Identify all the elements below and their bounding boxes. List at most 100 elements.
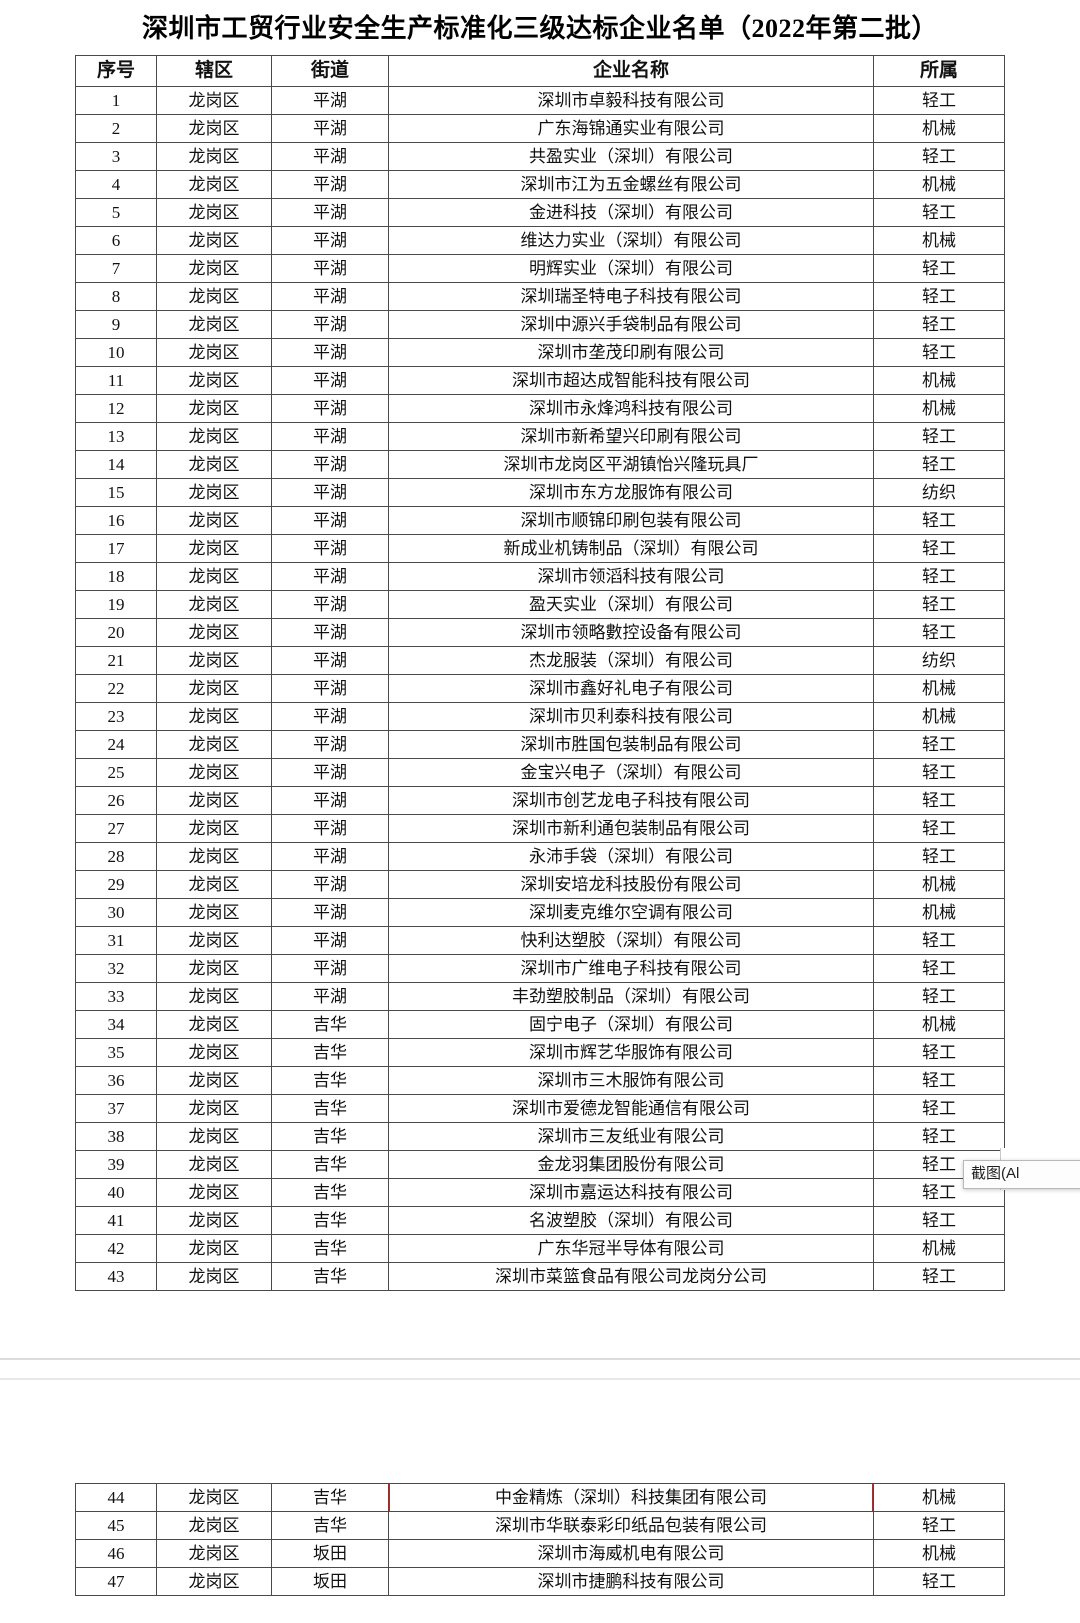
table-row: 16龙岗区平湖深圳市顺锦印刷包装有限公司轻工 xyxy=(76,507,1005,535)
cell-index: 6 xyxy=(76,227,157,255)
cell-district: 龙岗区 xyxy=(157,451,272,479)
cell-street: 平湖 xyxy=(272,283,389,311)
cell-index: 22 xyxy=(76,675,157,703)
cell-category: 机械 xyxy=(874,899,1005,927)
cell-street: 平湖 xyxy=(272,87,389,115)
cell-index: 27 xyxy=(76,815,157,843)
cell-enterprise-name: 广东华冠半导体有限公司 xyxy=(389,1235,874,1263)
cell-enterprise-name: 深圳市江为五金螺丝有限公司 xyxy=(389,171,874,199)
bottom-clip-edge xyxy=(0,1617,1080,1623)
cell-enterprise-name: 深圳市辉艺华服饰有限公司 xyxy=(389,1039,874,1067)
cell-street: 平湖 xyxy=(272,983,389,1011)
cell-enterprise-name: 固宁电子（深圳）有限公司 xyxy=(389,1011,874,1039)
table-row: 47龙岗区坂田深圳市捷鹏科技有限公司轻工 xyxy=(76,1568,1005,1596)
cell-category: 轻工 xyxy=(874,1067,1005,1095)
cell-category: 机械 xyxy=(874,1235,1005,1263)
cell-district: 龙岗区 xyxy=(157,1151,272,1179)
cell-district: 龙岗区 xyxy=(157,339,272,367)
cell-index: 38 xyxy=(76,1123,157,1151)
cell-index: 23 xyxy=(76,703,157,731)
cell-enterprise-name: 新成业机铸制品（深圳）有限公司 xyxy=(389,535,874,563)
cell-district: 龙岗区 xyxy=(157,311,272,339)
cell-index: 32 xyxy=(76,955,157,983)
column-header-street: 街道 xyxy=(272,56,389,87)
cell-category: 机械 xyxy=(874,227,1005,255)
table-header-row: 序号 辖区 街道 企业名称 所属 xyxy=(76,56,1005,87)
cell-street: 吉华 xyxy=(272,1151,389,1179)
document-scan-top: 深圳市工贸行业安全生产标准化三级达标企业名单（2022年第二批） 序号 辖区 街… xyxy=(0,0,1080,1291)
cell-enterprise-name: 深圳市领滔科技有限公司 xyxy=(389,563,874,591)
cell-category: 轻工 xyxy=(874,255,1005,283)
cell-category: 轻工 xyxy=(874,815,1005,843)
table-row: 30龙岗区平湖深圳麦克维尔空调有限公司机械 xyxy=(76,899,1005,927)
table-row: 17龙岗区平湖新成业机铸制品（深圳）有限公司轻工 xyxy=(76,535,1005,563)
cell-category: 轻工 xyxy=(874,1512,1005,1540)
cell-enterprise-name: 永沛手袋（深圳）有限公司 xyxy=(389,843,874,871)
cell-street: 平湖 xyxy=(272,619,389,647)
cell-district: 龙岗区 xyxy=(157,227,272,255)
cell-category: 轻工 xyxy=(874,199,1005,227)
cell-index: 41 xyxy=(76,1207,157,1235)
cell-category: 轻工 xyxy=(874,955,1005,983)
cell-enterprise-name: 深圳市爱德龙智能通信有限公司 xyxy=(389,1095,874,1123)
cell-district: 龙岗区 xyxy=(157,1179,272,1207)
cell-district: 龙岗区 xyxy=(157,171,272,199)
cell-street: 平湖 xyxy=(272,787,389,815)
cell-category: 轻工 xyxy=(874,619,1005,647)
cell-district: 龙岗区 xyxy=(157,283,272,311)
cell-enterprise-name: 明辉实业（深圳）有限公司 xyxy=(389,255,874,283)
cell-street: 平湖 xyxy=(272,423,389,451)
cell-street: 吉华 xyxy=(272,1484,389,1512)
cell-category: 轻工 xyxy=(874,759,1005,787)
table-row: 4龙岗区平湖深圳市江为五金螺丝有限公司机械 xyxy=(76,171,1005,199)
cell-enterprise-name: 深圳市顺锦印刷包装有限公司 xyxy=(389,507,874,535)
cell-index: 17 xyxy=(76,535,157,563)
cell-category: 机械 xyxy=(874,1011,1005,1039)
table-row: 14龙岗区平湖深圳市龙岗区平湖镇怡兴隆玩具厂轻工 xyxy=(76,451,1005,479)
cell-district: 龙岗区 xyxy=(157,703,272,731)
table-row: 29龙岗区平湖深圳安培龙科技股份有限公司机械 xyxy=(76,871,1005,899)
table-row: 38龙岗区吉华深圳市三友纸业有限公司轻工 xyxy=(76,1123,1005,1151)
cell-index: 31 xyxy=(76,927,157,955)
cell-district: 龙岗区 xyxy=(157,535,272,563)
cell-district: 龙岗区 xyxy=(157,983,272,1011)
cell-street: 吉华 xyxy=(272,1207,389,1235)
table-row: 18龙岗区平湖深圳市领滔科技有限公司轻工 xyxy=(76,563,1005,591)
table-row: 20龙岗区平湖深圳市领略數控设备有限公司轻工 xyxy=(76,619,1005,647)
cell-district: 龙岗区 xyxy=(157,507,272,535)
table-row: 22龙岗区平湖深圳市鑫好礼电子有限公司机械 xyxy=(76,675,1005,703)
cell-index: 2 xyxy=(76,115,157,143)
cell-category: 轻工 xyxy=(874,731,1005,759)
cell-street: 平湖 xyxy=(272,171,389,199)
cell-index: 11 xyxy=(76,367,157,395)
table-row: 24龙岗区平湖深圳市胜国包装制品有限公司轻工 xyxy=(76,731,1005,759)
cell-district: 龙岗区 xyxy=(157,143,272,171)
cell-district: 龙岗区 xyxy=(157,1512,272,1540)
cell-enterprise-name: 深圳市龙岗区平湖镇怡兴隆玩具厂 xyxy=(389,451,874,479)
cell-category: 轻工 xyxy=(874,451,1005,479)
cell-street: 平湖 xyxy=(272,535,389,563)
red-highlight-box xyxy=(389,1484,874,1512)
cell-enterprise-name: 共盈实业（深圳）有限公司 xyxy=(389,143,874,171)
cell-street: 平湖 xyxy=(272,451,389,479)
cell-category: 机械 xyxy=(874,115,1005,143)
cell-street: 平湖 xyxy=(272,367,389,395)
cell-district: 龙岗区 xyxy=(157,1039,272,1067)
cell-category: 轻工 xyxy=(874,423,1005,451)
cell-index: 1 xyxy=(76,87,157,115)
cell-enterprise-name: 深圳市鑫好礼电子有限公司 xyxy=(389,675,874,703)
cell-street: 平湖 xyxy=(272,255,389,283)
cell-enterprise-name: 深圳市三友纸业有限公司 xyxy=(389,1123,874,1151)
table-row: 33龙岗区平湖丰劲塑胶制品（深圳）有限公司轻工 xyxy=(76,983,1005,1011)
cell-index: 14 xyxy=(76,451,157,479)
cell-index: 18 xyxy=(76,563,157,591)
table-row: 37龙岗区吉华深圳市爱德龙智能通信有限公司轻工 xyxy=(76,1095,1005,1123)
cell-street: 平湖 xyxy=(272,115,389,143)
cell-category: 轻工 xyxy=(874,1039,1005,1067)
cell-index: 5 xyxy=(76,199,157,227)
cell-category: 轻工 xyxy=(874,1263,1005,1291)
table-row: 42龙岗区吉华广东华冠半导体有限公司机械 xyxy=(76,1235,1005,1263)
cell-enterprise-name: 名波塑胶（深圳）有限公司 xyxy=(389,1207,874,1235)
table-row: 6龙岗区平湖维达力实业（深圳）有限公司机械 xyxy=(76,227,1005,255)
cell-index: 33 xyxy=(76,983,157,1011)
